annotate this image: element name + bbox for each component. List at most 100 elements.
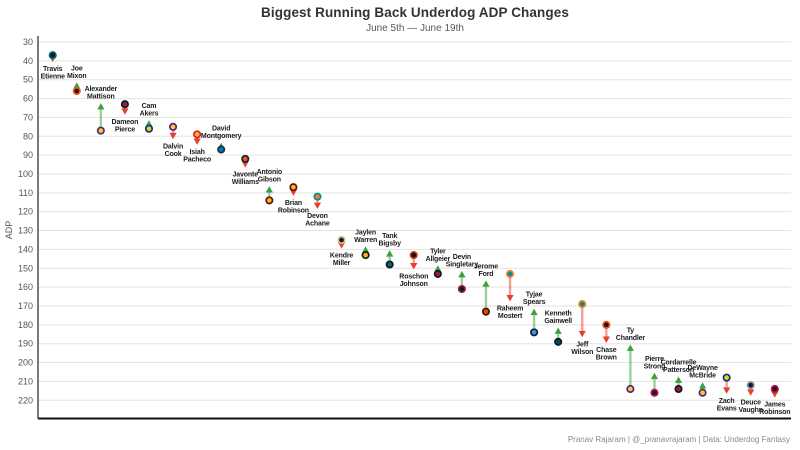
- player-label: David: [212, 126, 230, 133]
- player-marker: [193, 130, 202, 139]
- player-marker: [169, 122, 178, 131]
- y-tick-label: 80: [23, 131, 33, 141]
- down-arrow-head: [337, 242, 346, 249]
- player-label: Ty: [627, 327, 635, 334]
- y-tick-label: 140: [18, 244, 33, 254]
- player-label: Brown: [596, 354, 617, 361]
- player-label: Pacheco: [183, 156, 211, 163]
- player-marker: [385, 260, 394, 269]
- player-marker: [505, 269, 515, 278]
- credit-footer: Pranav Rajaram | @_pranavrajaram | Data:…: [567, 435, 790, 444]
- player-label: Tyler: [430, 248, 446, 255]
- down-arrow-head: [578, 330, 586, 338]
- player-marker: [337, 235, 346, 245]
- player-marker: [433, 269, 442, 278]
- up-arrow-head: [362, 246, 370, 253]
- player-marker: [217, 145, 226, 154]
- player-label: Devin: [453, 254, 471, 261]
- player-marker: [457, 284, 466, 294]
- y-tick-label: 150: [18, 263, 33, 273]
- up-arrow-head: [265, 186, 273, 193]
- player-marker: [313, 192, 322, 201]
- chart-title: Biggest Running Back Underdog ADP Change…: [261, 5, 569, 20]
- down-arrow-head: [241, 161, 249, 168]
- y-tick-label: 190: [18, 339, 33, 349]
- player-label: Achane: [305, 221, 330, 228]
- down-arrow-head: [121, 108, 129, 115]
- player-label: Wilson: [571, 349, 593, 356]
- up-arrow-head: [554, 327, 562, 334]
- player-label: Gainwell: [544, 318, 572, 325]
- player-label: Javonte: [233, 172, 259, 179]
- up-arrow-head: [145, 120, 153, 127]
- player-label: Vaughn: [739, 407, 763, 414]
- player-label: Kendre: [330, 253, 353, 260]
- player-label: Miller: [333, 260, 351, 267]
- y-tick-label: 210: [18, 376, 33, 386]
- y-tick-label: 220: [18, 395, 33, 405]
- player-label: Johnson: [400, 281, 428, 288]
- player-label: Mixon: [67, 73, 86, 80]
- player-label: Pierre: [645, 356, 664, 363]
- player-marker: [626, 384, 635, 394]
- up-arrow-head: [530, 308, 538, 316]
- player-label: Ford: [478, 271, 493, 278]
- down-arrow-head: [602, 336, 610, 343]
- player-label: Tyjae: [526, 292, 543, 299]
- player-label: Patterson: [663, 367, 694, 374]
- player-label: Deuce: [741, 400, 762, 407]
- y-tick-label: 170: [18, 301, 33, 311]
- up-arrow-head: [386, 250, 394, 257]
- player-marker: [361, 251, 370, 260]
- player-label: Kenneth: [545, 310, 572, 317]
- player-label: Cam: [142, 103, 157, 110]
- player-label: Singletary: [446, 261, 479, 268]
- player-label: DeWayne: [687, 365, 717, 372]
- player-marker: [48, 51, 57, 60]
- player-label: Roschon: [399, 273, 428, 280]
- up-arrow-head: [674, 376, 683, 383]
- player-label: Robinson: [278, 207, 309, 214]
- player-label: Williams: [232, 179, 259, 186]
- player-label: Devon: [307, 213, 328, 220]
- player-label: Tank: [382, 233, 397, 240]
- down-arrow-head: [193, 138, 201, 145]
- up-arrow-head: [434, 265, 442, 272]
- player-label: Bigsby: [378, 241, 401, 248]
- player-marker: [602, 320, 611, 329]
- up-arrow-head: [458, 270, 466, 278]
- player-label: Dameon: [112, 119, 139, 126]
- player-label: Alexander: [85, 86, 118, 93]
- player-marker: [144, 124, 154, 133]
- player-label: Gibson: [258, 177, 281, 184]
- down-arrow-head: [169, 132, 177, 140]
- player-label: Antonio: [257, 169, 282, 176]
- down-arrow-head: [747, 389, 755, 396]
- player-label: Raheem: [497, 305, 523, 312]
- y-tick-label: 70: [23, 112, 33, 122]
- player-label: McBride: [689, 373, 716, 380]
- y-tick-label: 180: [18, 320, 33, 330]
- player-label: Brian: [285, 200, 302, 207]
- player-label: Chandler: [616, 335, 646, 342]
- player-marker: [289, 183, 298, 192]
- down-arrow-head: [723, 387, 731, 394]
- y-tick-label: 60: [23, 94, 33, 104]
- y-tick-label: 130: [18, 226, 33, 236]
- y-tick-label: 120: [18, 207, 33, 217]
- player-label: Jeff: [576, 341, 589, 348]
- y-tick-label: 100: [18, 169, 33, 179]
- player-label: Isiah: [190, 149, 205, 156]
- player-label: Joe: [71, 65, 83, 72]
- player-label: Allgeier: [426, 256, 451, 263]
- player-marker: [770, 384, 779, 394]
- y-tick-label: 110: [19, 188, 33, 198]
- player-label: Cook: [165, 151, 182, 158]
- player-label: Mattison: [87, 94, 115, 101]
- player-label: Travis: [43, 66, 63, 73]
- up-arrow-head: [97, 103, 105, 110]
- chart-subtitle: June 5th — June 19th: [366, 23, 464, 34]
- player-marker: [698, 388, 707, 397]
- player-label: Montgomery: [201, 133, 242, 140]
